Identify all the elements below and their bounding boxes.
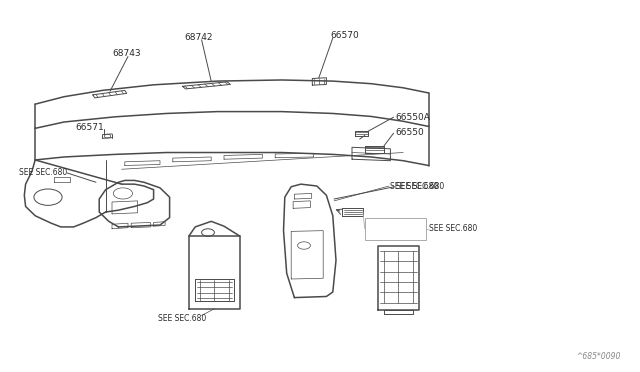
Text: 66550: 66550 (396, 128, 424, 137)
Text: SEE SEC.680: SEE SEC.680 (158, 314, 207, 323)
Text: 66570: 66570 (330, 31, 358, 40)
Bar (365, 218, 426, 240)
Text: ^685*0090: ^685*0090 (577, 352, 621, 361)
Text: SEE SEC.680: SEE SEC.680 (429, 224, 477, 233)
Text: 68743: 68743 (113, 49, 141, 58)
Text: 66571: 66571 (75, 124, 104, 132)
Text: SEE SEC.680: SEE SEC.680 (396, 182, 444, 191)
Text: SEE SEC.680: SEE SEC.680 (19, 169, 67, 177)
Text: 68742: 68742 (184, 33, 212, 42)
Text: 66550A: 66550A (396, 113, 430, 122)
Text: SEE SEC.680: SEE SEC.680 (390, 182, 438, 190)
